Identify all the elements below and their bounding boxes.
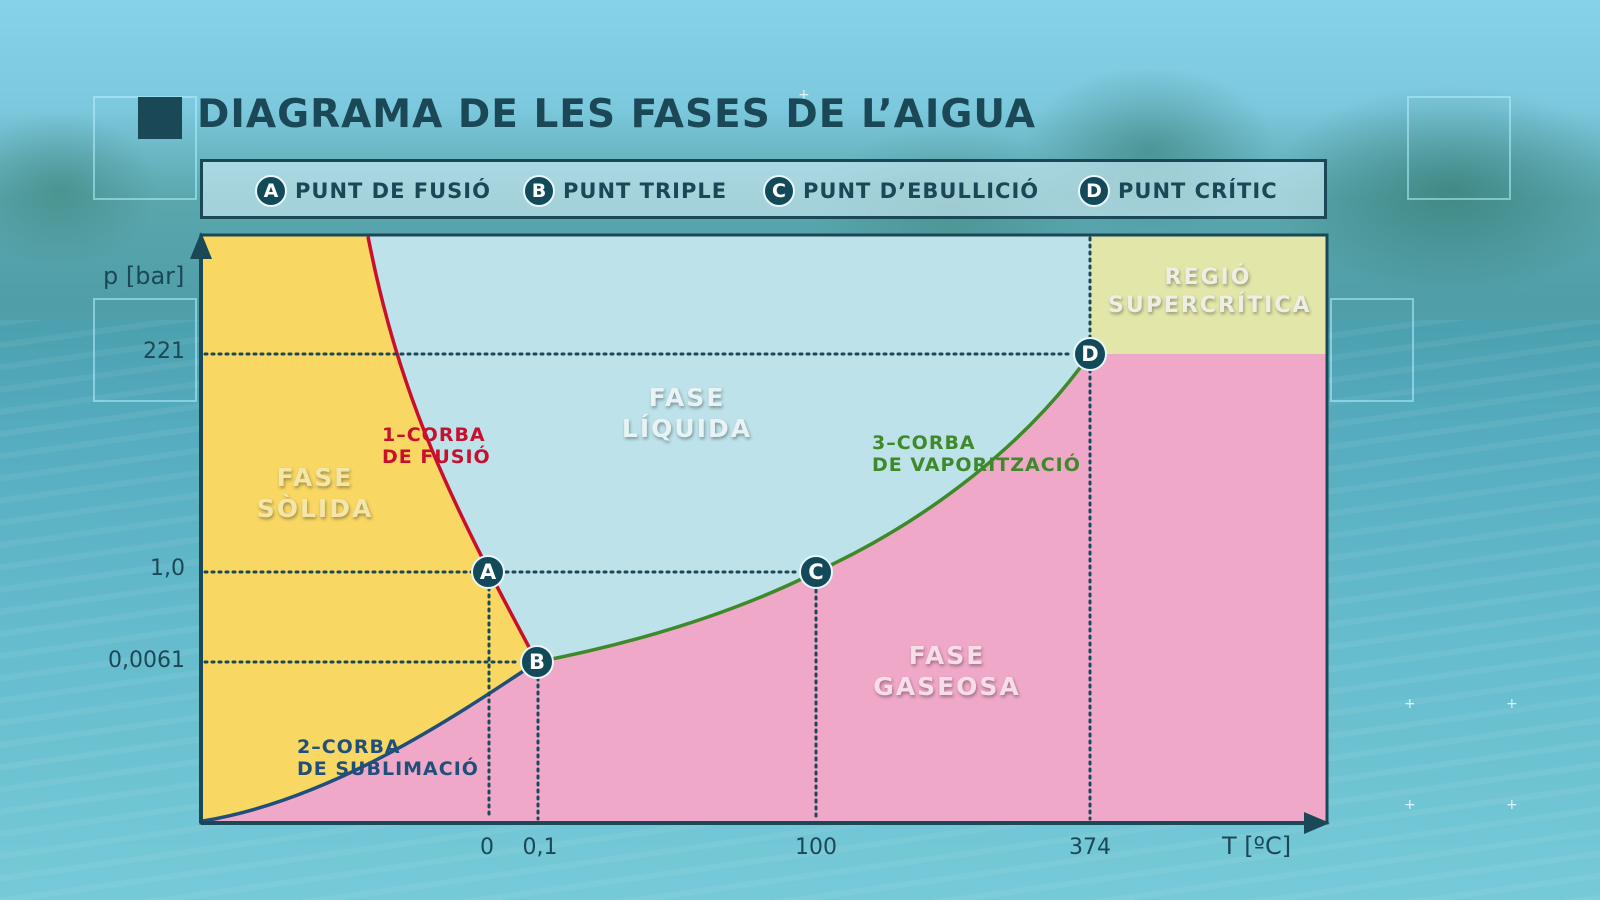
region-gas (203, 354, 1326, 821)
legend-item-boiling-point: C PUNT D’EBULLICIÓ (763, 175, 1039, 207)
region-label-gas: FASE GASEOSA (873, 641, 1021, 701)
curve-label-sublimation: 2–CORBA DE SUBLIMACIÓ (297, 736, 479, 780)
decor-cross: + (1404, 696, 1416, 712)
y-tick-221: 221 (143, 339, 185, 364)
legend-bar: A PUNT DE FUSIÓ B PUNT TRIPLE C PUNT D’E… (200, 159, 1327, 219)
region-solid (203, 236, 537, 821)
decor-frame (1407, 96, 1511, 200)
y-tick-1: 1,0 (150, 556, 185, 581)
point-c-boiling: C (799, 555, 833, 589)
point-a-badge-icon: A (255, 175, 287, 207)
region-label-liquid: FASE LÍQUIDA (621, 383, 753, 443)
y-tick-0-0061: 0,0061 (108, 648, 185, 673)
decor-cross: + (1506, 797, 1518, 813)
x-axis-label: T [ºC] (1222, 832, 1292, 860)
region-label-supercritical: REGIÓ SUPERCRÍTICA (1108, 265, 1312, 318)
legend-label: PUNT D’EBULLICIÓ (803, 179, 1040, 203)
x-tick-374: 374 (1069, 835, 1111, 860)
region-label-solid: FASE SÒLIDA (256, 463, 374, 523)
title-marker-square (138, 97, 182, 139)
legend-item-melting-point: A PUNT DE FUSIÓ (255, 175, 491, 207)
point-b-triple: B (520, 645, 554, 679)
x-tick-100: 100 (795, 835, 837, 860)
legend-label: PUNT TRIPLE (563, 179, 728, 203)
point-c-badge-icon: C (763, 175, 795, 207)
x-axis-arrow-icon (1304, 812, 1330, 834)
decor-cross: + (798, 87, 810, 103)
page-title: DIAGRAMA DE LES FASES DE L’AIGUA (197, 92, 1037, 137)
decor-cross: + (1404, 797, 1416, 813)
sublimation-curve (202, 660, 538, 823)
legend-label: PUNT DE FUSIÓ (295, 179, 491, 203)
curve-label-fusion: 1–CORBA DE FUSIÓ (382, 424, 491, 468)
decor-cross: + (1506, 696, 1518, 712)
legend-label: PUNT CRÍTIC (1118, 179, 1278, 203)
legend-item-triple-point: B PUNT TRIPLE (523, 175, 727, 207)
y-axis-label: p [bar] (103, 262, 185, 290)
region-supercritical (1090, 236, 1326, 354)
x-tick-0-1: 0,1 (522, 835, 558, 860)
point-b-badge-icon: B (523, 175, 555, 207)
y-axis-arrow-icon (190, 232, 212, 259)
fusion-curve (366, 236, 539, 663)
curve-label-vaporization: 3–CORBA DE VAPORITZACIÓ (872, 432, 1081, 476)
x-tick-0: 0 (480, 835, 494, 860)
point-d-critical: D (1073, 337, 1107, 371)
decor-frame (93, 298, 197, 402)
point-a-melting: A (471, 555, 505, 589)
point-d-badge-icon: D (1078, 175, 1110, 207)
decor-frame (1330, 298, 1414, 402)
legend-item-critical-point: D PUNT CRÍTIC (1078, 175, 1278, 207)
